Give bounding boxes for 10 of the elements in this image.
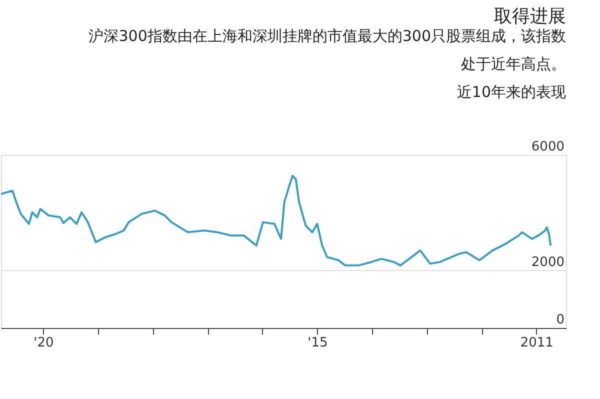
x-tick-label: '15: [308, 336, 328, 350]
chart-title: 取得进展: [494, 6, 566, 27]
y-tick-label: 0: [556, 312, 564, 328]
text: 沪深300指数由在上海和深圳挂牌的市值最大的300只股票组成，该指数: [88, 27, 566, 45]
text: 处于近年高点。: [461, 55, 566, 73]
x-tick-label: 2011: [520, 336, 554, 350]
y-tick-label: 6000: [531, 140, 564, 154]
text: 近10年来的表现: [456, 83, 566, 101]
x-tick-label: '20: [34, 336, 54, 350]
y-tick-label: 2000: [531, 254, 564, 270]
